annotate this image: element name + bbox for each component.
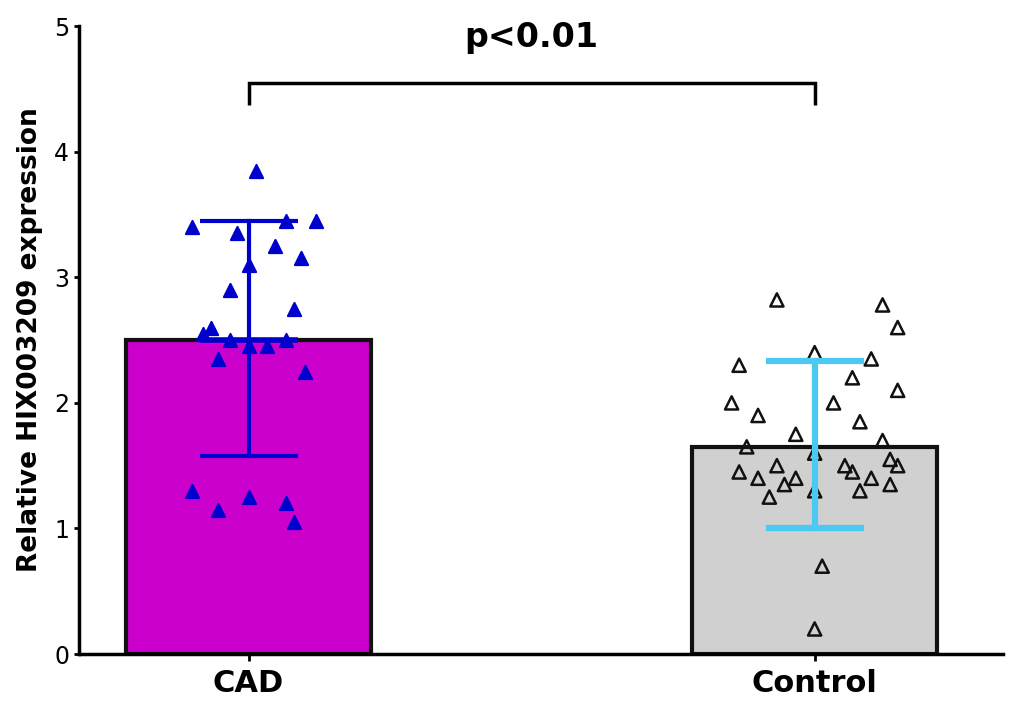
Point bbox=[195, 328, 211, 340]
Point bbox=[221, 284, 237, 295]
Point bbox=[278, 215, 294, 227]
Point bbox=[183, 222, 200, 233]
Point bbox=[775, 479, 792, 490]
Point bbox=[308, 215, 324, 227]
Point bbox=[844, 466, 860, 478]
Point bbox=[760, 491, 776, 503]
Point bbox=[210, 504, 226, 516]
Y-axis label: Relative HIX003209 expression: Relative HIX003209 expression bbox=[16, 108, 43, 573]
Point bbox=[824, 397, 841, 408]
Point bbox=[862, 353, 878, 365]
Bar bbox=[691, 447, 936, 654]
Point bbox=[889, 460, 905, 471]
Point bbox=[873, 300, 890, 311]
Point bbox=[806, 485, 822, 496]
Point bbox=[862, 473, 878, 484]
Point bbox=[285, 516, 302, 528]
Point bbox=[278, 498, 294, 509]
Point bbox=[738, 441, 754, 453]
Point bbox=[768, 294, 785, 305]
Point bbox=[851, 416, 867, 428]
Point bbox=[278, 335, 294, 346]
Point bbox=[259, 340, 275, 352]
Point bbox=[292, 253, 309, 265]
Point bbox=[889, 322, 905, 333]
Point bbox=[183, 485, 200, 496]
Point bbox=[240, 340, 257, 352]
Point bbox=[749, 473, 765, 484]
Point bbox=[881, 454, 898, 465]
Point bbox=[749, 410, 765, 421]
Point bbox=[806, 347, 822, 358]
Point bbox=[229, 227, 246, 239]
Point bbox=[881, 479, 898, 490]
Point bbox=[203, 322, 219, 333]
Point bbox=[813, 561, 829, 572]
Point bbox=[267, 240, 283, 252]
Point bbox=[210, 353, 226, 365]
Point bbox=[248, 165, 264, 177]
Point bbox=[836, 460, 852, 471]
Point bbox=[889, 385, 905, 396]
Point bbox=[221, 335, 237, 346]
Point bbox=[722, 397, 739, 408]
Point bbox=[768, 460, 785, 471]
Point bbox=[844, 372, 860, 383]
Point bbox=[240, 259, 257, 270]
Point bbox=[240, 491, 257, 503]
Point bbox=[285, 303, 302, 315]
Point bbox=[806, 623, 822, 635]
Point bbox=[787, 428, 803, 440]
Bar bbox=[125, 340, 371, 654]
Point bbox=[873, 435, 890, 446]
Point bbox=[731, 466, 747, 478]
Point bbox=[851, 485, 867, 496]
Text: p<0.01: p<0.01 bbox=[464, 21, 598, 54]
Point bbox=[787, 473, 803, 484]
Point bbox=[297, 366, 313, 378]
Point bbox=[731, 360, 747, 371]
Point bbox=[806, 448, 822, 459]
